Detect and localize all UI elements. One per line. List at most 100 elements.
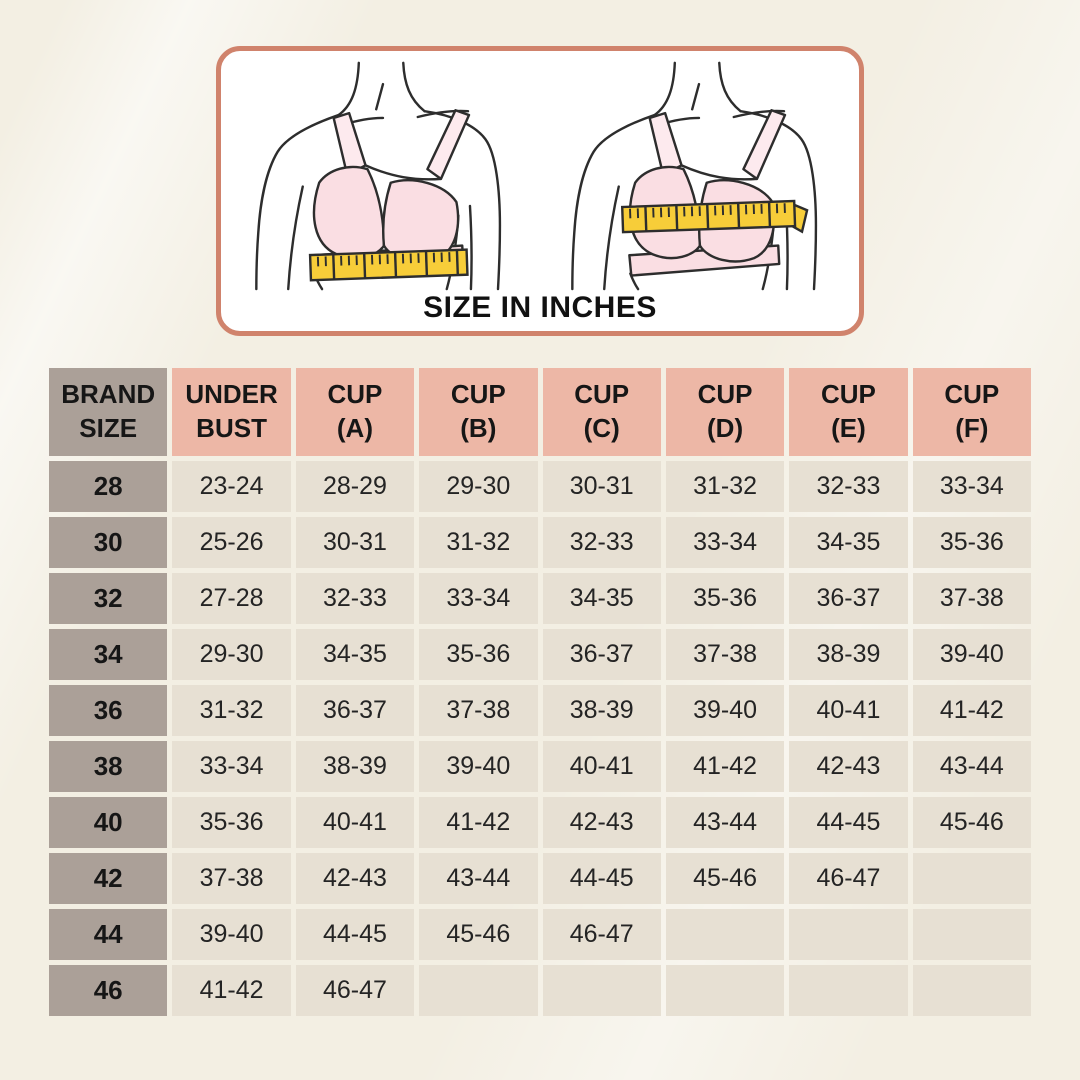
brand-size-cell: 40 bbox=[49, 797, 168, 848]
table-row: 32 27-28 32-33 33-34 34-35 35-36 36-37 3… bbox=[49, 573, 1031, 624]
measurement-cell: 40-41 bbox=[542, 741, 661, 792]
measurement-cell: 41-42 bbox=[172, 965, 291, 1016]
measurement-cell: 37-38 bbox=[665, 629, 785, 680]
table-row: 46 41-42 46-47 bbox=[49, 965, 1031, 1016]
measurement-cell: 45-46 bbox=[912, 797, 1031, 848]
measurement-cell bbox=[665, 965, 785, 1016]
brand-size-cell: 44 bbox=[49, 909, 168, 960]
measurement-cell: 42-43 bbox=[295, 853, 415, 904]
measurement-cell: 34-35 bbox=[295, 629, 415, 680]
measurement-cell: 30-31 bbox=[542, 461, 661, 512]
measurement-cell: 45-46 bbox=[419, 909, 538, 960]
measurement-cell bbox=[789, 909, 908, 960]
size-chart-table-body: 28 23-24 28-29 29-30 30-31 31-32 32-33 3… bbox=[49, 461, 1031, 1016]
measurement-cell: 39-40 bbox=[665, 685, 785, 736]
table-row: 28 23-24 28-29 29-30 30-31 31-32 32-33 3… bbox=[49, 461, 1031, 512]
header-cup-c: CUP (C) bbox=[542, 368, 661, 456]
measurement-cell: 39-40 bbox=[172, 909, 291, 960]
table-row: 42 37-38 42-43 43-44 44-45 45-46 46-47 bbox=[49, 853, 1031, 904]
measurement-cell: 40-41 bbox=[295, 797, 415, 848]
underbust-measurement-figure-icon bbox=[255, 61, 502, 291]
measurement-cell: 31-32 bbox=[419, 517, 538, 568]
measurement-cell: 34-35 bbox=[542, 573, 661, 624]
header-cup-d: CUP (D) bbox=[665, 368, 785, 456]
measurement-cell: 36-37 bbox=[295, 685, 415, 736]
measurement-cell: 29-30 bbox=[419, 461, 538, 512]
measurement-cell: 41-42 bbox=[912, 685, 1031, 736]
size-chart-header: BRAND SIZE UNDER BUST CUP (A) CUP (B) CU… bbox=[49, 368, 1031, 456]
table-row: 38 33-34 38-39 39-40 40-41 41-42 42-43 4… bbox=[49, 741, 1031, 792]
brand-size-cell: 42 bbox=[49, 853, 168, 904]
measurement-cell: 23-24 bbox=[172, 461, 291, 512]
measurement-cell: 46-47 bbox=[295, 965, 415, 1016]
measurement-cell bbox=[789, 965, 908, 1016]
measurement-cell: 40-41 bbox=[789, 685, 908, 736]
table-row: 44 39-40 44-45 45-46 46-47 bbox=[49, 909, 1031, 960]
brand-size-cell: 36 bbox=[49, 685, 168, 736]
measurement-cell: 43-44 bbox=[665, 797, 785, 848]
measurement-cell: 46-47 bbox=[542, 909, 661, 960]
measurement-cell: 25-26 bbox=[172, 517, 291, 568]
measurement-cell bbox=[665, 909, 785, 960]
measurement-cell bbox=[912, 909, 1031, 960]
measurement-cell: 38-39 bbox=[789, 629, 908, 680]
measurement-cell bbox=[542, 965, 661, 1016]
table-row: 36 31-32 36-37 37-38 38-39 39-40 40-41 4… bbox=[49, 685, 1031, 736]
header-cup-e: CUP (E) bbox=[789, 368, 908, 456]
measurement-cell: 28-29 bbox=[295, 461, 415, 512]
brand-size-cell: 30 bbox=[49, 517, 168, 568]
brand-size-cell: 28 bbox=[49, 461, 168, 512]
measurement-cell: 33-34 bbox=[912, 461, 1031, 512]
measurement-cell bbox=[419, 965, 538, 1016]
header-row: BRAND SIZE UNDER BUST CUP (A) CUP (B) CU… bbox=[49, 368, 1031, 456]
measurement-cell: 46-47 bbox=[789, 853, 908, 904]
measurement-cell: 35-36 bbox=[419, 629, 538, 680]
measurement-cell: 37-38 bbox=[419, 685, 538, 736]
measurement-cell: 34-35 bbox=[789, 517, 908, 568]
measurement-cell: 32-33 bbox=[295, 573, 415, 624]
brand-size-cell: 32 bbox=[49, 573, 168, 624]
brand-size-cell: 38 bbox=[49, 741, 168, 792]
measurement-cell: 37-38 bbox=[912, 573, 1031, 624]
measurement-cell: 32-33 bbox=[542, 517, 661, 568]
measurement-cell: 45-46 bbox=[665, 853, 785, 904]
measurement-cell: 41-42 bbox=[665, 741, 785, 792]
measurement-cell: 39-40 bbox=[419, 741, 538, 792]
measurement-cell bbox=[912, 965, 1031, 1016]
measurement-cell: 42-43 bbox=[542, 797, 661, 848]
measurement-cell: 38-39 bbox=[295, 741, 415, 792]
measurement-cell: 36-37 bbox=[542, 629, 661, 680]
measurement-cell: 36-37 bbox=[789, 573, 908, 624]
measurement-cell: 32-33 bbox=[789, 461, 908, 512]
measurement-cell: 44-45 bbox=[542, 853, 661, 904]
measurement-cell: 43-44 bbox=[419, 853, 538, 904]
brand-size-cell: 34 bbox=[49, 629, 168, 680]
measurement-cell: 30-31 bbox=[295, 517, 415, 568]
measurement-cell: 33-34 bbox=[172, 741, 291, 792]
measurement-cell: 35-36 bbox=[912, 517, 1031, 568]
table-row: 40 35-36 40-41 41-42 42-43 43-44 44-45 4… bbox=[49, 797, 1031, 848]
measurement-cell: 29-30 bbox=[172, 629, 291, 680]
table-row: 30 25-26 30-31 31-32 32-33 33-34 34-35 3… bbox=[49, 517, 1031, 568]
size-unit-caption: SIZE IN INCHES bbox=[423, 291, 657, 324]
measurement-cell: 43-44 bbox=[912, 741, 1031, 792]
brand-size-cell: 46 bbox=[49, 965, 168, 1016]
measuring-tape-bust bbox=[620, 199, 809, 234]
measurement-cell: 35-36 bbox=[172, 797, 291, 848]
measurement-cell: 41-42 bbox=[419, 797, 538, 848]
measurement-cell: 44-45 bbox=[789, 797, 908, 848]
table-row: 34 29-30 34-35 35-36 36-37 37-38 38-39 3… bbox=[49, 629, 1031, 680]
measurement-cell: 35-36 bbox=[665, 573, 785, 624]
figures-row bbox=[237, 59, 843, 291]
measurement-cell: 31-32 bbox=[665, 461, 785, 512]
bust-measurement-figure-icon bbox=[571, 61, 818, 291]
header-brand-size: BRAND SIZE bbox=[49, 368, 168, 456]
header-cup-a: CUP (A) bbox=[295, 368, 415, 456]
measurement-cell: 37-38 bbox=[172, 853, 291, 904]
measuring-tape-underbust bbox=[308, 248, 469, 282]
measurement-cell: 44-45 bbox=[295, 909, 415, 960]
header-cup-b: CUP (B) bbox=[419, 368, 538, 456]
measurement-cell: 33-34 bbox=[419, 573, 538, 624]
measurement-cell: 33-34 bbox=[665, 517, 785, 568]
